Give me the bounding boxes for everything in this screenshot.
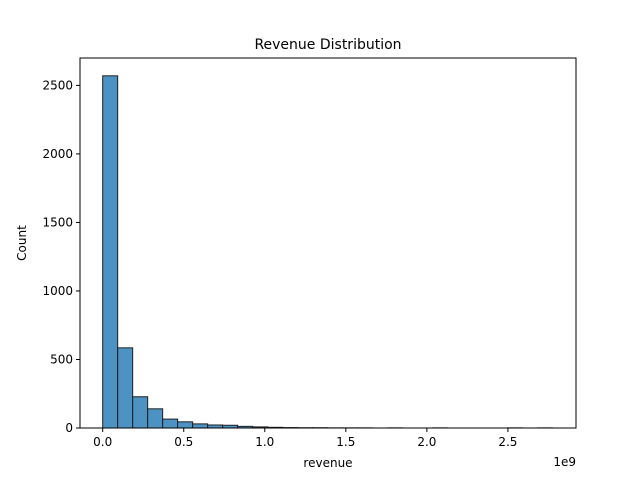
x-tick-label: 0.5 xyxy=(174,435,193,449)
y-axis-label: Count xyxy=(15,225,29,261)
histogram-bar xyxy=(162,418,179,429)
histogram-bar xyxy=(192,423,209,429)
x-axis-offset-label: 1e9 xyxy=(553,455,576,469)
histogram-bar xyxy=(147,408,164,429)
y-tick-label: 1000 xyxy=(42,284,73,298)
histogram-bar xyxy=(102,75,119,429)
x-tick-label: 0.0 xyxy=(93,435,112,449)
x-axis-label: revenue xyxy=(303,456,352,470)
y-tick-label: 2500 xyxy=(42,78,73,92)
bars-group xyxy=(102,75,553,429)
y-axis: 0 500 1000 1500 2000 2500 xyxy=(42,78,80,435)
x-tick-label: 2.0 xyxy=(417,435,436,449)
histogram-bar xyxy=(177,421,194,429)
x-tick-label: 1.5 xyxy=(336,435,355,449)
x-tick-label: 2.5 xyxy=(498,435,517,449)
chart-title: Revenue Distribution xyxy=(254,37,401,53)
x-axis: 0.0 0.5 1.0 1.5 2.0 2.5 xyxy=(93,428,517,449)
y-tick-label: 500 xyxy=(50,352,73,366)
plot-frame xyxy=(79,57,577,429)
x-tick-label: 1.0 xyxy=(255,435,274,449)
histogram-bar xyxy=(132,396,149,429)
y-tick-label: 1500 xyxy=(42,215,73,229)
histogram-bar xyxy=(117,347,134,429)
y-tick-label: 0 xyxy=(65,421,73,435)
y-tick-label: 2000 xyxy=(42,147,73,161)
